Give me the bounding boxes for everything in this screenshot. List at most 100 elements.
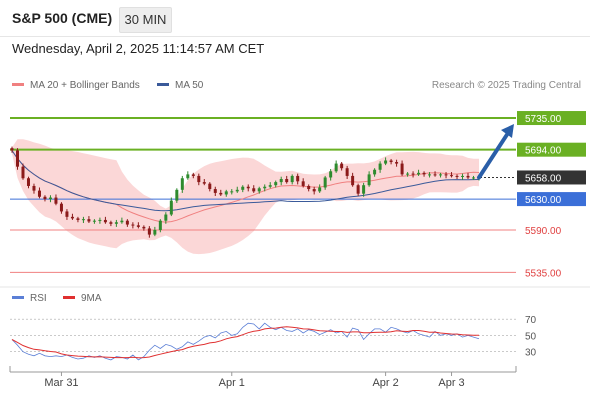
candle-body-19 bbox=[114, 222, 118, 224]
legend-rsi: RSI bbox=[12, 293, 47, 304]
candle-body-72 bbox=[406, 173, 410, 175]
candle-body-51 bbox=[290, 175, 294, 183]
candle-body-79 bbox=[444, 174, 448, 176]
candle-body-76 bbox=[428, 174, 432, 176]
price-label-4: 5590.00 bbox=[525, 226, 562, 237]
candle-body-29 bbox=[169, 200, 173, 215]
candle-body-16 bbox=[98, 219, 102, 221]
rsi-line bbox=[11, 322, 480, 361]
candle-body-36 bbox=[208, 183, 212, 190]
candle-body-60 bbox=[340, 163, 344, 169]
candle-body-15 bbox=[92, 220, 96, 222]
timeframe-badge[interactable]: 30 MIN bbox=[119, 7, 172, 33]
chart-header: S&P 500 (CME) 30 MIN bbox=[0, 0, 590, 37]
candle-body-42 bbox=[241, 186, 245, 190]
candle-body-33 bbox=[191, 174, 195, 176]
candle-body-69 bbox=[389, 160, 393, 163]
candle-body-34 bbox=[197, 175, 201, 183]
candle-body-56 bbox=[318, 187, 322, 192]
candle-body-35 bbox=[202, 182, 206, 184]
chart-datetime: Wednesday, April 2, 2025 11:14:57 AM CET bbox=[12, 41, 265, 56]
price-label-0: 5735.00 bbox=[525, 114, 562, 125]
rsi-level-label-50: 50 bbox=[525, 331, 537, 342]
price-label-bg-2 bbox=[517, 170, 586, 185]
forecast-arrow-head bbox=[501, 124, 514, 139]
candle-body-5 bbox=[37, 190, 41, 197]
candle-body-74 bbox=[417, 172, 421, 175]
candle-body-55 bbox=[312, 189, 316, 192]
candle-body-7 bbox=[48, 197, 52, 200]
price-label-bg-1 bbox=[517, 142, 586, 157]
candle-body-37 bbox=[213, 189, 217, 193]
candle-body-39 bbox=[224, 191, 228, 195]
candle-body-52 bbox=[296, 175, 300, 182]
candle-body-30 bbox=[175, 189, 179, 201]
candle-body-82 bbox=[461, 175, 465, 177]
candle-body-83 bbox=[466, 175, 470, 178]
rsi-level-label-70: 70 bbox=[525, 315, 537, 326]
candle-body-21 bbox=[125, 220, 129, 225]
candle-body-49 bbox=[279, 179, 283, 183]
candle-body-81 bbox=[455, 175, 459, 177]
candle-body-3 bbox=[26, 178, 30, 186]
candle-body-47 bbox=[268, 185, 272, 187]
candle-body-61 bbox=[345, 168, 349, 176]
ma9-swatch bbox=[63, 295, 75, 299]
candle-body-40 bbox=[230, 191, 234, 193]
time-label-0: Mar 31 bbox=[44, 377, 78, 389]
candle-body-38 bbox=[219, 192, 223, 195]
candle-body-66 bbox=[373, 169, 377, 175]
candle-body-48 bbox=[274, 182, 278, 186]
candle-body-54 bbox=[307, 185, 311, 190]
price-label-1: 5694.00 bbox=[525, 146, 562, 157]
candle-body-24 bbox=[142, 226, 146, 229]
candle-body-41 bbox=[235, 189, 239, 192]
price-label-bg-3 bbox=[517, 192, 586, 207]
candle-body-77 bbox=[433, 174, 437, 176]
legend-ma50: MA 50 bbox=[157, 80, 203, 91]
rsi-swatch bbox=[12, 295, 24, 299]
ma50-label: MA 50 bbox=[175, 80, 204, 91]
price-label-2: 5658.00 bbox=[525, 173, 562, 184]
candle-body-26 bbox=[153, 229, 157, 235]
time-label-2: Apr 2 bbox=[372, 377, 398, 389]
candle-body-1 bbox=[15, 150, 19, 167]
candle-body-18 bbox=[109, 222, 113, 224]
bollinger-band bbox=[12, 139, 479, 255]
candle-body-73 bbox=[411, 173, 415, 175]
candle-body-13 bbox=[81, 219, 85, 221]
ma20-swatch bbox=[12, 82, 24, 86]
instrument-title: S&P 500 (CME) bbox=[12, 10, 113, 26]
candle-body-57 bbox=[323, 177, 327, 188]
candle-body-43 bbox=[246, 186, 250, 189]
candle-body-2 bbox=[21, 166, 25, 179]
candle-body-70 bbox=[395, 162, 399, 164]
rsi-level-label-30: 30 bbox=[525, 348, 537, 359]
candle-body-44 bbox=[252, 188, 256, 192]
candle-body-20 bbox=[120, 220, 124, 223]
candle-body-75 bbox=[422, 172, 426, 175]
candle-body-12 bbox=[76, 218, 80, 220]
candle-body-80 bbox=[450, 175, 454, 177]
ma50-swatch bbox=[157, 82, 169, 86]
forecast-arrow-shaft bbox=[477, 131, 510, 180]
candle-body-27 bbox=[158, 220, 162, 230]
candle-body-9 bbox=[59, 203, 63, 212]
time-label-1: Apr 1 bbox=[219, 377, 245, 389]
candle-body-59 bbox=[334, 163, 338, 172]
candle-body-31 bbox=[180, 178, 184, 190]
candle-body-71 bbox=[400, 163, 404, 175]
candle-body-28 bbox=[164, 214, 168, 221]
candle-body-63 bbox=[356, 185, 360, 194]
candle-body-78 bbox=[439, 174, 443, 176]
candle-body-4 bbox=[32, 185, 36, 191]
legend-9ma: 9MA bbox=[63, 293, 102, 304]
candle-body-17 bbox=[103, 219, 107, 223]
price-label-5: 5535.00 bbox=[525, 268, 562, 279]
candle-body-14 bbox=[87, 219, 91, 222]
candle-body-0 bbox=[10, 148, 14, 151]
candle-body-23 bbox=[136, 225, 140, 227]
candle-body-46 bbox=[263, 186, 267, 189]
ma9-label: 9MA bbox=[81, 293, 102, 304]
